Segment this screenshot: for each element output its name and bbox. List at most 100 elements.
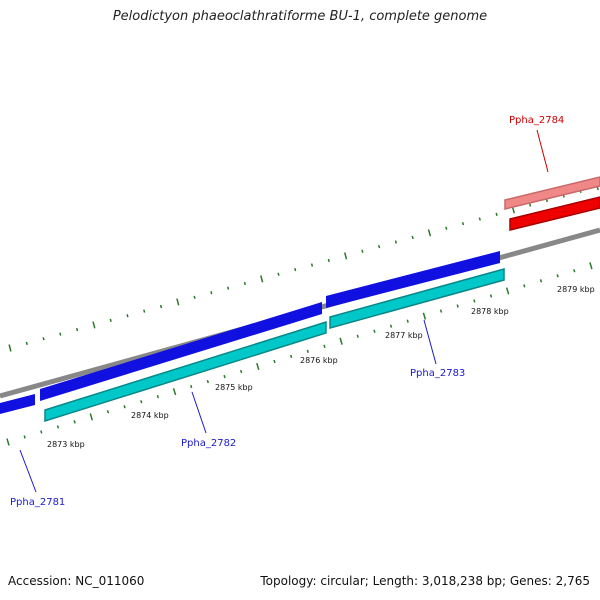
scale-tick xyxy=(106,410,110,414)
scale-tick xyxy=(445,226,448,230)
scale-tick xyxy=(109,318,112,322)
forward-strand-features xyxy=(0,251,505,423)
kbp-label: 2873 kbp xyxy=(47,440,85,449)
leader-line-ppha-2784 xyxy=(536,129,549,173)
scale-tick xyxy=(289,354,293,359)
scale-tick xyxy=(327,258,330,263)
scale-tick xyxy=(539,279,543,283)
scale-tick xyxy=(489,294,493,298)
scale-tick xyxy=(140,400,143,404)
kbp-scale-labels: 2873 kbp 2874 kbp 2875 kbp 2876 kbp 2877… xyxy=(47,285,595,449)
scale-tick xyxy=(193,295,196,299)
scale-tick xyxy=(343,252,348,260)
scale-tick xyxy=(143,309,146,313)
scale-tick xyxy=(495,212,498,216)
scale-tick xyxy=(361,249,364,253)
scale-tick xyxy=(176,298,180,306)
scale-tick xyxy=(427,229,432,237)
gene-ppha-2784-feature[interactable] xyxy=(504,176,600,210)
scale-tick xyxy=(406,319,409,323)
kbp-label: 2879 kbp xyxy=(557,285,595,294)
scale-tick xyxy=(89,413,94,421)
outer-tick-ring xyxy=(8,183,599,352)
gene-ppha-2782-feature[interactable] xyxy=(44,320,327,423)
kbp-label: 2877 kbp xyxy=(385,331,423,340)
scale-tick xyxy=(25,341,28,345)
scale-tick xyxy=(373,329,376,333)
kbp-label: 2876 kbp xyxy=(300,356,338,365)
scale-tick xyxy=(456,304,459,308)
gene-ppha-2783-feature[interactable] xyxy=(329,268,505,329)
kbp-label: 2874 kbp xyxy=(131,411,169,420)
gene-ppha-2781-cds[interactable] xyxy=(0,394,35,414)
gene-labels: Ppha_2781 Ppha_2782 Ppha_2783 Ppha_2784 xyxy=(10,115,564,508)
scale-tick xyxy=(210,291,213,295)
scale-tick xyxy=(159,304,163,309)
reverse-strand-features xyxy=(504,176,600,231)
accession-text: Accession: NC_011060 xyxy=(8,574,145,588)
scale-tick xyxy=(243,281,247,286)
scale-tick xyxy=(92,321,96,329)
scale-tick xyxy=(256,362,260,371)
scale-tick xyxy=(589,262,593,270)
scale-tick xyxy=(8,344,12,352)
scale-tick xyxy=(59,332,62,336)
scale-tick xyxy=(310,263,314,267)
scale-tick xyxy=(394,240,398,244)
gene-ppha-2782-cds[interactable] xyxy=(40,302,322,401)
kbp-label: 2878 kbp xyxy=(471,307,509,316)
scale-tick xyxy=(505,287,510,295)
scale-tick xyxy=(6,438,10,446)
scale-tick xyxy=(223,374,226,379)
scale-tick xyxy=(23,435,26,439)
gene-label-leaders xyxy=(19,129,549,493)
scale-tick xyxy=(529,203,532,207)
scale-tick xyxy=(190,384,193,389)
scale-tick xyxy=(56,425,60,429)
gene-label-ppha-2781[interactable]: Ppha_2781 xyxy=(10,497,65,508)
map-title: Pelodictyon phaeoclathratiforme BU-1, co… xyxy=(112,9,488,24)
scale-tick xyxy=(323,344,326,349)
leader-line-ppha-2781 xyxy=(19,449,37,493)
scale-tick xyxy=(260,275,264,283)
scale-tick xyxy=(356,334,359,338)
kbp-label: 2875 kbp xyxy=(215,383,253,392)
scale-tick xyxy=(206,379,210,384)
scale-tick xyxy=(156,395,160,399)
scale-tick xyxy=(226,286,230,290)
scale-tick xyxy=(422,312,427,320)
gene-ppha-2783-cds[interactable] xyxy=(326,251,500,308)
scale-tick xyxy=(439,309,443,313)
inner-tick-ring xyxy=(6,262,593,446)
scale-tick xyxy=(73,420,76,424)
leader-line-ppha-2782 xyxy=(191,391,207,434)
scale-tick xyxy=(123,405,126,409)
scale-tick xyxy=(126,314,129,318)
scale-tick xyxy=(389,324,393,328)
scale-tick xyxy=(411,235,414,240)
scale-tick xyxy=(339,337,343,345)
leader-line-ppha-2783 xyxy=(423,319,437,365)
scale-tick xyxy=(277,272,280,276)
scale-tick xyxy=(523,284,526,288)
gene-ppha-2784-cds[interactable] xyxy=(509,196,600,231)
scale-tick xyxy=(306,349,309,353)
scale-tick xyxy=(377,245,381,249)
scale-tick xyxy=(478,217,481,221)
scale-tick xyxy=(75,327,79,332)
scale-tick xyxy=(556,274,559,278)
scale-tick xyxy=(40,430,43,434)
scale-tick xyxy=(239,369,243,374)
gene-label-ppha-2782[interactable]: Ppha_2782 xyxy=(181,438,236,449)
scale-tick xyxy=(573,269,576,273)
scale-tick xyxy=(473,299,476,303)
scale-tick xyxy=(42,337,45,341)
scale-tick xyxy=(172,388,177,396)
scale-tick xyxy=(461,222,465,226)
gene-label-ppha-2784[interactable]: Ppha_2784 xyxy=(509,115,564,126)
scale-tick xyxy=(273,359,276,364)
genome-summary-text: Topology: circular; Length: 3,018,238 bp… xyxy=(260,574,590,588)
gene-label-ppha-2783[interactable]: Ppha_2783 xyxy=(410,368,465,379)
